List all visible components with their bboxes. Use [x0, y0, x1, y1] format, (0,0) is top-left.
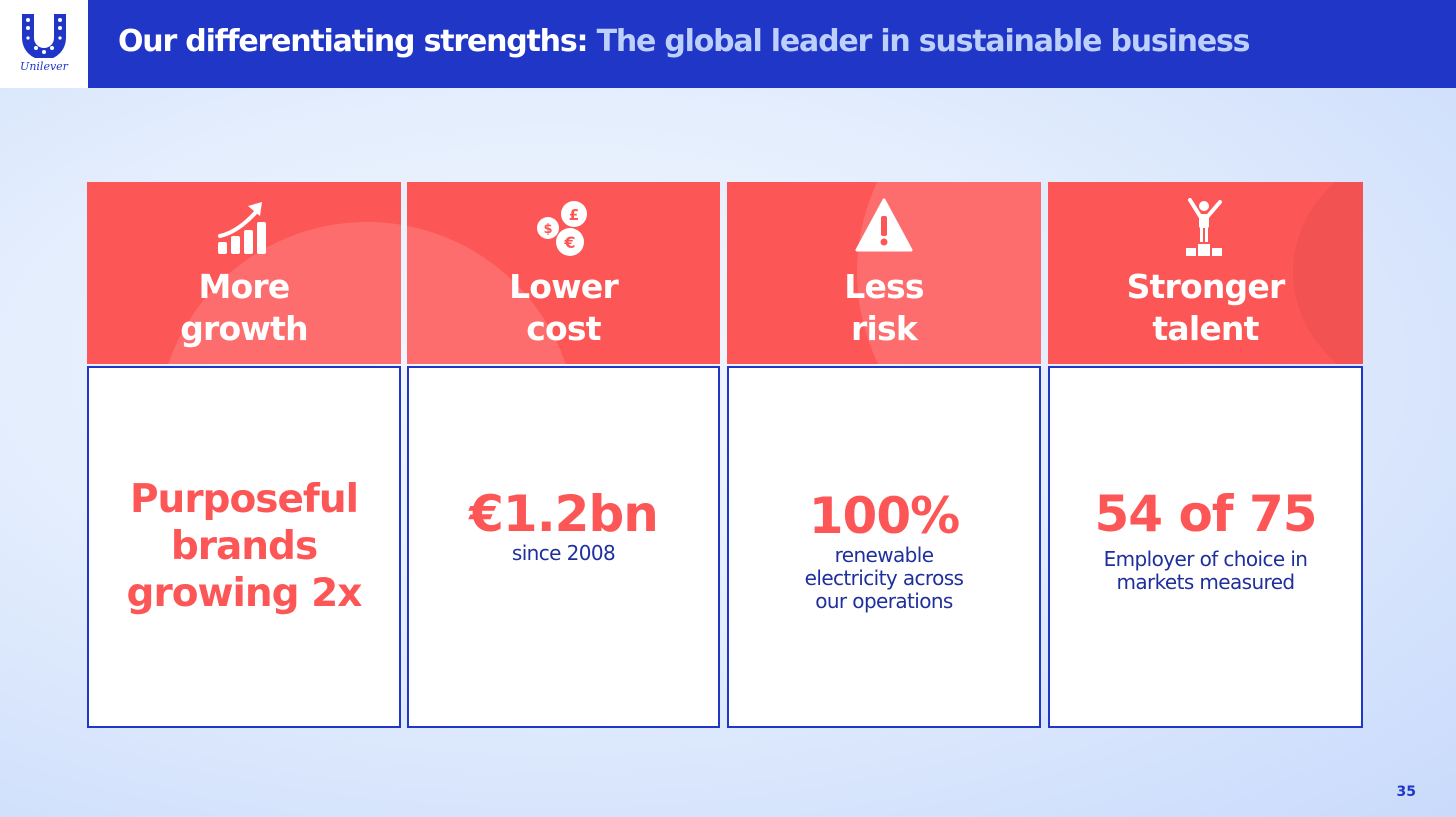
desc-line: Employer of choice in: [1103, 547, 1308, 571]
title-main: Our differentiating strengths:: [118, 24, 589, 59]
svg-text:€: €: [563, 233, 575, 252]
header-bar: Unilever Our differentiating strengths: …: [0, 0, 1456, 88]
unilever-logo[interactable]: Unilever: [0, 0, 88, 88]
card-body-more-growth: Purposeful brands growing 2x: [87, 366, 401, 728]
stat-line: brands: [170, 524, 318, 569]
stat-line: Purposeful: [129, 477, 359, 522]
warning-icon: [855, 198, 913, 258]
card-body-less-risk: 100% renewable electricity across our op…: [727, 366, 1041, 728]
desc-line: since 2008: [511, 541, 616, 565]
stat-description: Employer of choice in markets measured: [1050, 548, 1361, 594]
logo-wordmark: Unilever: [20, 60, 68, 73]
stat-description: renewable electricity across our operati…: [729, 544, 1039, 613]
card-body-lower-cost: €1.2bn since 2008: [407, 366, 720, 728]
page-title: Our differentiating strengths: The globa…: [118, 24, 1251, 59]
stat-value: Purposeful brands growing 2x: [89, 476, 399, 617]
card-header-less-risk: Less risk: [727, 182, 1041, 364]
card-header-stronger-talent: Stronger talent: [1048, 182, 1363, 364]
card-header-lower-cost: $ £ € Lower cost: [407, 182, 720, 364]
heading-line: Lower: [509, 267, 619, 306]
heading-line: Less: [844, 267, 924, 306]
unilever-u-icon: [22, 14, 66, 58]
currency-coins-icon: $ £ €: [534, 198, 594, 262]
page-number: 35: [1396, 784, 1416, 800]
svg-text:£: £: [568, 206, 578, 224]
heading-line: More: [198, 267, 291, 306]
stat-description: since 2008: [409, 542, 718, 565]
stat-value: €1.2bn: [469, 485, 659, 543]
card-header-more-growth: More growth: [87, 182, 401, 364]
heading-line: talent: [1152, 309, 1259, 348]
card-heading: Lower cost: [407, 266, 720, 350]
growth-chart-icon: [216, 198, 272, 262]
desc-line: renewable: [834, 543, 934, 567]
desc-line: our operations: [815, 589, 953, 613]
title-subtitle: The global leader in sustainable busines…: [596, 24, 1251, 59]
heading-line: growth: [180, 309, 308, 348]
heading-line: risk: [851, 309, 918, 348]
card-heading: Stronger talent: [1048, 266, 1363, 350]
desc-line: electricity across: [804, 566, 964, 590]
heading-line: Stronger: [1126, 267, 1286, 306]
heading-line: cost: [526, 309, 601, 348]
person-podium-icon: [1182, 198, 1230, 264]
stat-line: growing 2x: [126, 571, 363, 616]
stat-value: 100%: [808, 487, 960, 545]
card-heading: Less risk: [727, 266, 1041, 350]
stat-value: 54 of 75: [1094, 485, 1317, 543]
card-body-stronger-talent: 54 of 75 Employer of choice in markets m…: [1048, 366, 1363, 728]
svg-text:$: $: [543, 222, 552, 237]
card-heading: More growth: [87, 266, 401, 350]
desc-line: markets measured: [1116, 570, 1295, 594]
